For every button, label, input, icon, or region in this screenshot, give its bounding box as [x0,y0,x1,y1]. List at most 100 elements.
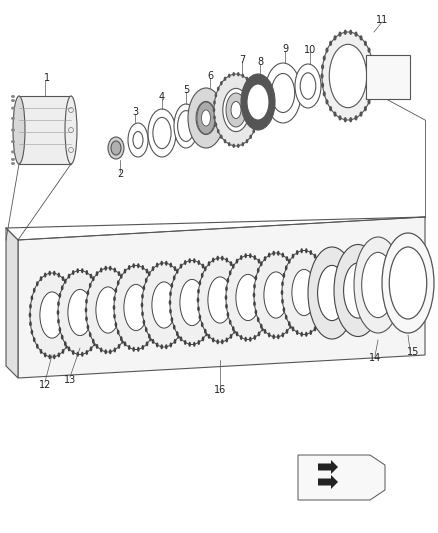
Ellipse shape [61,285,64,290]
Ellipse shape [239,314,241,320]
Ellipse shape [65,281,68,286]
Ellipse shape [216,339,219,344]
Ellipse shape [188,88,224,148]
Ellipse shape [318,321,320,326]
Ellipse shape [277,251,279,256]
Ellipse shape [255,123,258,127]
Ellipse shape [226,337,228,343]
Ellipse shape [293,317,295,322]
Ellipse shape [231,101,241,118]
Ellipse shape [81,268,84,273]
Ellipse shape [109,349,112,354]
Ellipse shape [115,322,117,327]
Ellipse shape [362,252,394,318]
Ellipse shape [389,247,427,319]
Ellipse shape [349,117,352,123]
Ellipse shape [141,345,144,350]
Ellipse shape [253,301,256,306]
Ellipse shape [283,273,285,278]
Ellipse shape [53,354,56,359]
Ellipse shape [169,309,172,314]
Ellipse shape [148,334,151,339]
Ellipse shape [117,330,120,335]
Bar [366,55,410,99]
Ellipse shape [197,297,199,303]
Ellipse shape [249,81,252,85]
Ellipse shape [333,35,336,41]
Ellipse shape [201,322,204,327]
Ellipse shape [183,285,185,290]
Ellipse shape [322,32,374,120]
Ellipse shape [180,279,204,326]
Ellipse shape [226,255,270,340]
Ellipse shape [370,91,373,96]
Ellipse shape [120,336,123,341]
Ellipse shape [254,335,256,340]
Ellipse shape [118,271,120,276]
Ellipse shape [213,115,216,119]
Ellipse shape [372,74,375,79]
Ellipse shape [149,336,152,341]
Ellipse shape [254,253,298,337]
Ellipse shape [180,327,183,332]
Ellipse shape [169,291,172,296]
Ellipse shape [265,320,267,325]
Ellipse shape [360,35,363,41]
Ellipse shape [236,274,260,321]
Ellipse shape [268,286,271,292]
Ellipse shape [220,135,223,139]
Ellipse shape [212,309,215,314]
Ellipse shape [29,321,32,326]
Ellipse shape [177,334,180,339]
Ellipse shape [137,347,140,352]
Ellipse shape [282,253,284,257]
Ellipse shape [201,110,211,126]
Ellipse shape [264,272,288,318]
Ellipse shape [113,296,116,301]
Ellipse shape [13,96,25,164]
Ellipse shape [196,101,216,134]
Ellipse shape [308,247,356,339]
Ellipse shape [325,290,327,295]
Ellipse shape [29,304,32,309]
Polygon shape [18,217,425,378]
Ellipse shape [285,314,287,320]
Ellipse shape [11,162,15,165]
Polygon shape [298,455,385,500]
Ellipse shape [121,338,124,344]
Ellipse shape [180,264,182,269]
Ellipse shape [121,276,124,281]
Ellipse shape [145,278,148,283]
Text: 12: 12 [39,380,51,390]
Ellipse shape [198,258,242,342]
Ellipse shape [180,278,183,283]
Ellipse shape [233,72,235,76]
Ellipse shape [81,352,84,357]
Ellipse shape [96,335,99,340]
Ellipse shape [99,327,102,332]
Ellipse shape [293,268,295,273]
Ellipse shape [241,74,244,78]
Ellipse shape [184,260,187,265]
Ellipse shape [253,293,255,297]
Ellipse shape [281,298,284,304]
Ellipse shape [237,273,239,278]
Text: 8: 8 [257,57,263,67]
Ellipse shape [149,274,152,279]
Ellipse shape [226,312,229,317]
Ellipse shape [180,336,182,342]
Ellipse shape [215,93,217,98]
Ellipse shape [170,261,214,344]
Ellipse shape [240,255,243,260]
Ellipse shape [148,109,176,157]
Ellipse shape [296,284,299,289]
Ellipse shape [128,299,131,304]
Ellipse shape [160,261,163,266]
Ellipse shape [343,263,372,318]
Ellipse shape [296,250,299,255]
Ellipse shape [240,297,244,303]
Ellipse shape [334,245,382,336]
Ellipse shape [236,259,238,264]
Ellipse shape [221,256,224,261]
Ellipse shape [197,306,200,311]
